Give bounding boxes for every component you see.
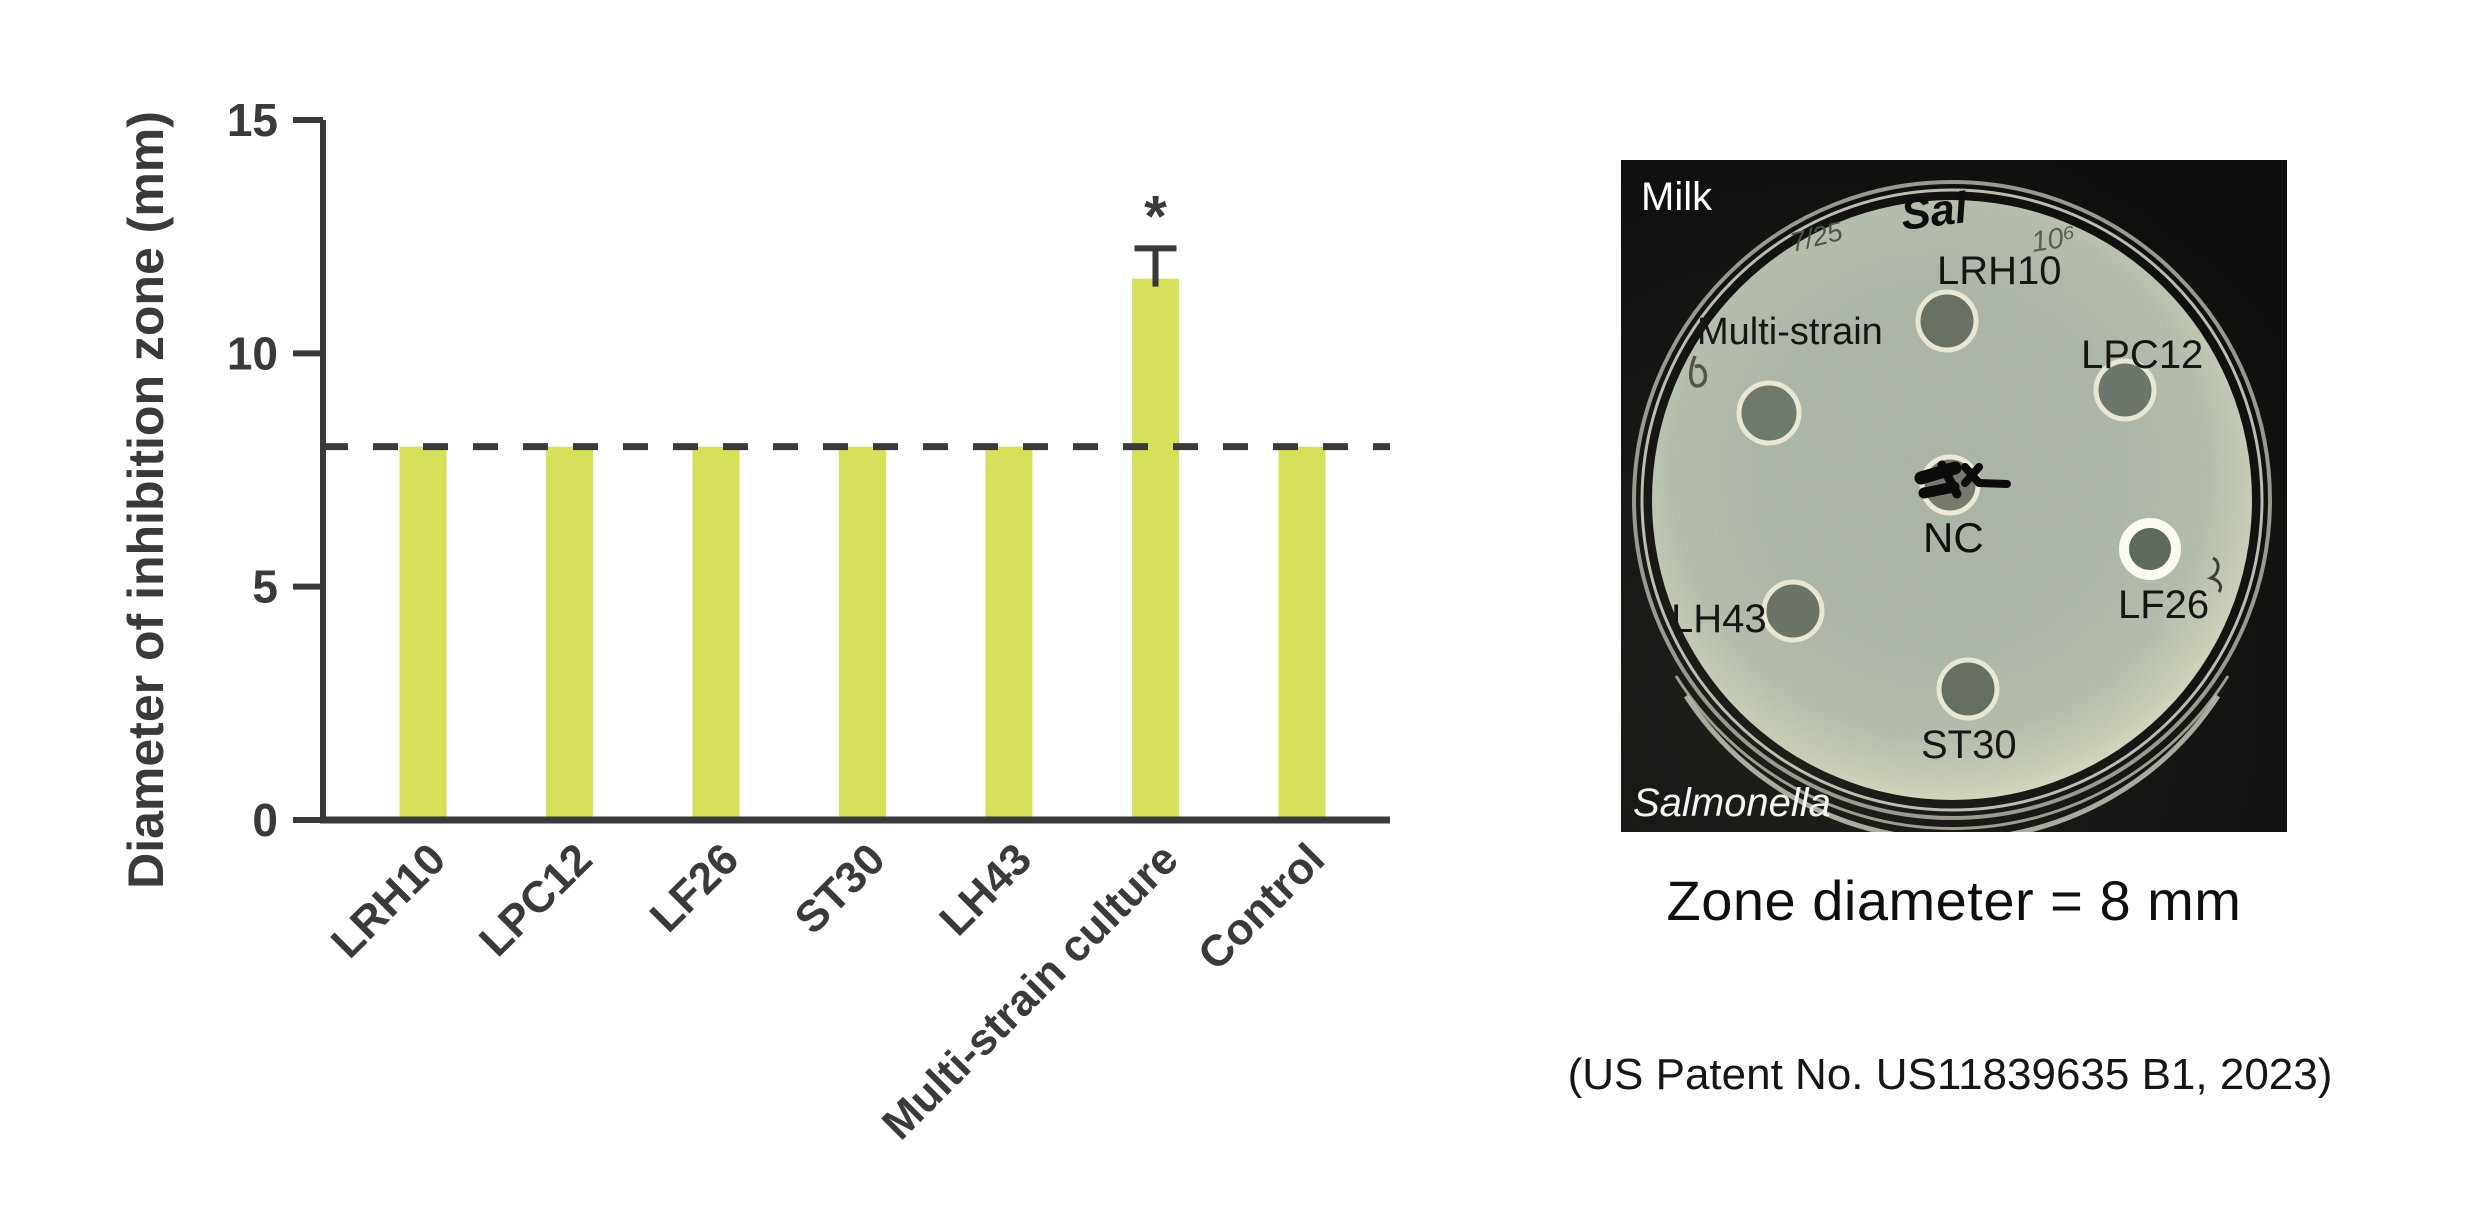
inhibition-zone-bar-chart: 0 5 10 15 * LRH10 LPC12 LF26 ST30 LH43Multi-strai… [118,94,1390,1149]
photo-label-multi-strain: Multi-strain [1697,311,1883,353]
x-category-label-lrh10: LRH10 [322,834,455,967]
y-tick-label-0: 0 [252,794,278,846]
y-axis-title: Diameter of inhibition zone (mm) [118,111,174,889]
well-lf26 [2119,518,2181,580]
photo-label-st30: ST30 [1921,723,2017,767]
handwritten-sal: Sal [1898,183,1970,240]
well-st30 [1936,657,2000,721]
petri-dish-image: Milk Sal 7/25 10⁶ LRH10 LPC12 Multi-stra… [1621,160,2287,832]
agar-wells [1736,289,2181,721]
bar-st30 [839,446,886,820]
bar-lf26 [692,446,740,820]
x-category-label-control: Control [1189,834,1334,979]
dish-rim-highlight [1640,188,2264,812]
photo-label-lrh10: LRH10 [1937,249,2062,293]
bar-control [1278,446,1326,820]
well-lh43 [1761,579,1825,643]
y-tick-label-15: 15 [227,94,278,146]
dish-base-arc-highlight [1683,694,2221,832]
bar-lpc12 [546,446,593,820]
x-category-label-multi-strain-culture: Multi-strain culture [873,834,1188,1149]
handwritten-inoculum: 10⁶ [2029,220,2078,259]
pencil-squiggle-lf26 [2206,556,2223,593]
pencil-squiggle-multi [1689,355,1708,388]
y-tick-label-5: 5 [252,561,278,613]
well-lrh10 [1915,289,1979,353]
dish-base-arc [1674,675,2230,831]
y-tick-label-10: 10 [227,327,278,379]
zone-diameter-caption: Zone diameter = 8 mm [1666,869,2242,932]
x-category-label-lf26: LF26 [641,834,748,941]
photo-label-milk: Milk [1641,175,1713,219]
bar-multi-strain-culture [1132,278,1179,821]
x-category-label-st30: ST30 [786,834,895,943]
x-category-label-lh43: LH43 [930,834,1041,945]
nc-marker-scribble [1914,460,2011,499]
well-multi-strain [1736,380,1802,446]
well-lpc12 [2093,358,2157,422]
bar-lrh10 [399,446,447,820]
bar-lh43 [985,446,1033,820]
significance-marker-5: * [1144,184,1167,249]
photo-label-lh43: LH43 [1671,597,1767,641]
photo-label-lf26: LF26 [2118,583,2209,627]
dish-rim-outer [1632,180,2272,820]
photo-label-lpc12: LPC12 [2081,333,2203,377]
photo-label-nc: NC [1923,514,1984,561]
photo-label-salmonella: Salmonella [1633,781,1831,825]
petri-dish-photo: Milk Sal 7/25 10⁶ LRH10 LPC12 Multi-stra… [1621,160,2287,832]
x-category-label-lpc12: LPC12 [470,834,601,965]
patent-caption: (US Patent No. US11839635 B1, 2023) [1567,1050,2333,1099]
